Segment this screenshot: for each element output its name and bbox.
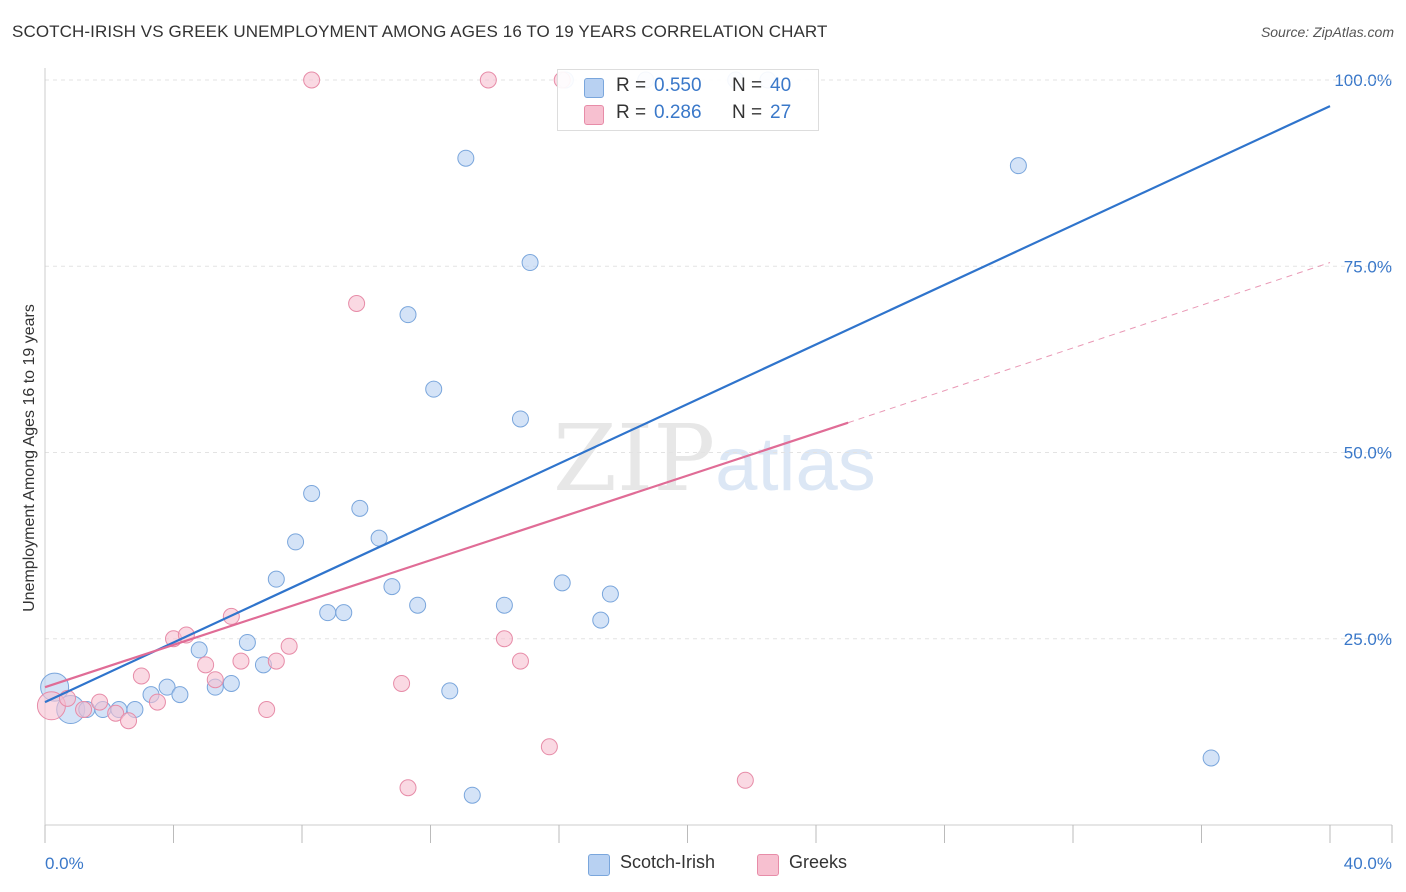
x-tick-label: 40.0%: [1344, 854, 1392, 873]
data-point-scotch-irish: [319, 604, 337, 622]
y-tick-label: 50.0%: [1344, 444, 1392, 463]
trend-line-scotch-irish: [44, 105, 1331, 704]
legend-n-label: N =: [732, 102, 763, 123]
data-point-greeks: [91, 693, 109, 711]
data-point-greeks: [495, 630, 513, 648]
data-point-greeks: [736, 771, 754, 789]
data-point-greeks: [511, 652, 529, 670]
data-point-greeks: [267, 652, 285, 670]
data-point-scotch-irish: [553, 574, 571, 592]
data-point-scotch-irish: [457, 149, 475, 167]
legend-r-label: R =: [616, 75, 647, 96]
bottom-legend-swatch-greeks: [757, 854, 779, 876]
data-point-greeks: [197, 656, 215, 674]
data-point-greeks: [75, 701, 93, 719]
x-tick-label: 0.0%: [45, 854, 84, 873]
data-point-scotch-irish: [222, 674, 240, 692]
data-point-scotch-irish: [495, 596, 513, 614]
data-point-greeks: [107, 704, 125, 722]
data-point-greeks: [258, 701, 276, 719]
legend-r-label: R =: [616, 102, 647, 123]
bottom-legend-swatch-scotch-irish: [588, 854, 610, 876]
data-point-scotch-irish: [190, 641, 208, 659]
legend-n-label: N =: [732, 75, 763, 96]
y-tick-label: 100.0%: [1334, 71, 1392, 90]
data-point-greeks: [393, 674, 411, 692]
data-point-greeks: [399, 779, 417, 797]
bottom-legend-label-greeks: Greeks: [789, 852, 848, 872]
data-point-greeks: [120, 712, 138, 730]
chart-title: SCOTCH-IRISH VS GREEK UNEMPLOYMENT AMONG…: [12, 22, 828, 41]
legend-n-value: 27: [770, 102, 792, 123]
data-point-scotch-irish: [383, 578, 401, 596]
data-point-scotch-irish: [158, 678, 176, 696]
trend-line-greeks: [44, 421, 849, 689]
legend-r-value: 0.550: [654, 75, 702, 96]
data-point-greeks: [303, 71, 321, 89]
data-point-scotch-irish: [351, 499, 369, 517]
legend-r-value: 0.286: [654, 102, 702, 123]
data-point-greeks: [280, 637, 298, 655]
data-point-scotch-irish: [511, 410, 529, 428]
data-point-greeks: [132, 667, 150, 685]
data-point-scotch-irish: [1202, 749, 1220, 767]
data-point-scotch-irish: [441, 682, 459, 700]
trend-line-extension-greeks: [847, 262, 1331, 424]
data-point-greeks: [206, 671, 224, 689]
data-point-greeks: [479, 71, 497, 89]
data-point-scotch-irish: [409, 596, 427, 614]
legend-swatch-greeks: [584, 105, 604, 125]
data-point-scotch-irish: [335, 604, 353, 622]
data-point-scotch-irish: [267, 570, 285, 588]
y-tick-label: 25.0%: [1344, 630, 1392, 649]
data-point-scotch-irish: [238, 633, 256, 651]
correlation-legend: R = 0.550 N = 40 R = 0.286 N = 27: [557, 69, 819, 131]
y-tick-label: 75.0%: [1344, 257, 1392, 276]
legend-n-value: 40: [770, 75, 792, 96]
data-point-scotch-irish: [601, 585, 619, 603]
data-point-scotch-irish: [171, 686, 189, 704]
data-point-scotch-irish: [463, 786, 481, 804]
bottom-legend-label-scotch-irish: Scotch-Irish: [620, 852, 716, 872]
chart-source: Source: ZipAtlas.com: [1260, 24, 1394, 40]
data-point-greeks: [540, 738, 558, 756]
data-point-scotch-irish: [521, 254, 539, 272]
data-point-greeks: [348, 295, 366, 312]
data-point-greeks: [232, 652, 250, 670]
data-point-scotch-irish: [592, 611, 610, 629]
data-point-scotch-irish: [399, 306, 417, 324]
data-point-scotch-irish: [303, 484, 321, 502]
data-point-greeks: [148, 693, 166, 711]
data-point-scotch-irish: [1009, 157, 1027, 175]
legend-swatch-scotch-irish: [584, 78, 604, 98]
data-point-scotch-irish: [287, 533, 305, 551]
data-point-scotch-irish: [425, 380, 443, 398]
